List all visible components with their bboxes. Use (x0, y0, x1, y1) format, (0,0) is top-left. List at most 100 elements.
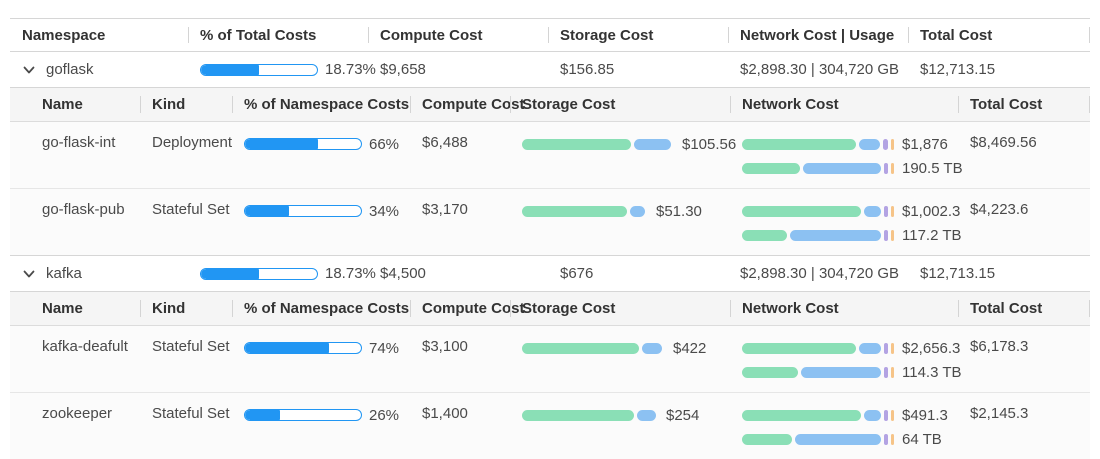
workload-row-go-flask-pub: go-flask-pub Stateful Set 34% $3,170 $51… (10, 189, 1090, 256)
bar-segment-orange (891, 342, 894, 354)
pct-bar-fill (245, 206, 290, 216)
bar-segment-purple (884, 229, 889, 241)
chevron-down-icon[interactable] (22, 63, 36, 77)
bar-segment-green (742, 138, 857, 150)
pct-namespace-costs-value: 26% (369, 406, 400, 424)
col-header-pct-total-costs: % of Total Costs (188, 19, 368, 51)
storage-cost-value: $105.56 (682, 135, 737, 153)
bar-segment-orange (891, 162, 894, 174)
network-usage-bar (742, 366, 894, 378)
col-header-compute-cost: Compute Cost (368, 19, 548, 51)
pct-namespace-costs-value: 34% (369, 202, 400, 220)
bar-segment-purple (884, 366, 889, 378)
network-cost-value: $1,876 (902, 135, 948, 153)
cost-table: Namespace % of Total Costs Compute Cost … (10, 18, 1090, 459)
namespace-row-goflask[interactable]: goflask 18.73% $9,658 $156.85 $2,898.30 … (10, 52, 1090, 88)
workload-name: zookeeper (42, 405, 113, 422)
workload-name: go-flask-int (42, 134, 116, 151)
col-header-compute-cost: Compute Cost (410, 88, 525, 121)
workload-compute-cost: $3,100 (422, 338, 468, 355)
storage-cost-value: $422 (673, 339, 707, 357)
bar-segment-purple (882, 138, 889, 150)
pct-bar-fill (245, 139, 319, 149)
bar-segment-blue (794, 433, 882, 445)
network-usage-bar (742, 162, 894, 174)
workload-kind: Stateful Set (152, 405, 230, 422)
workload-kind: Stateful Set (152, 201, 230, 218)
workload-compute-cost: $1,400 (422, 405, 468, 422)
bar-segment-blue (629, 205, 645, 217)
network-cost-bar (742, 342, 894, 354)
namespace-toggle[interactable]: goflask (22, 61, 94, 78)
workload-table-header: Name Kind % of Namespace Costs Compute C… (10, 292, 1090, 326)
namespace-total-cost: $12,713.15 (920, 265, 996, 282)
bar-segment-orange (891, 138, 894, 150)
workload-name: go-flask-pub (42, 201, 125, 218)
namespace-compute-cost: $4,500 (380, 265, 426, 282)
network-usage-value: 190.5 TB (902, 159, 963, 177)
workload-table-header: Name Kind % of Namespace Costs Compute C… (10, 88, 1090, 122)
storage-cost-bar (522, 342, 665, 354)
col-header-storage-cost: Storage Cost (548, 19, 728, 51)
namespace-storage-cost: $676 (560, 265, 594, 282)
pct-bar-fill (245, 410, 280, 420)
pct-bar-fill (245, 343, 329, 353)
bar-segment-blue (864, 409, 881, 421)
workload-total-cost: $4,223.6 (970, 201, 1029, 218)
network-cost-value: $1,002.3 (902, 202, 961, 220)
network-usage-bar (742, 433, 895, 445)
workload-compute-cost: $6,488 (422, 134, 468, 151)
bar-segment-green (522, 138, 632, 150)
main-table-header: Namespace % of Total Costs Compute Cost … (10, 18, 1090, 52)
pct-total-costs-value: 18.73% (325, 265, 376, 282)
workload-row-go-flask-int: go-flask-int Deployment 66% $6,488 $105.… (10, 122, 1090, 189)
col-header-total-cost: Total Cost (958, 88, 1090, 121)
pct-namespace-costs-value: 66% (369, 135, 400, 153)
workload-kind: Deployment (152, 134, 233, 151)
namespace-row-kafka[interactable]: kafka 18.73% $4,500 $676 $2,898.30 | 304… (10, 256, 1090, 292)
col-header-total-cost: Total Cost (958, 292, 1090, 325)
namespace-toggle[interactable]: kafka (22, 265, 82, 282)
col-header-name: Name (42, 96, 83, 113)
workload-total-cost: $8,469.56 (970, 134, 1037, 151)
col-header-namespace: Namespace (22, 26, 106, 44)
bar-segment-green (742, 342, 856, 354)
storage-cost-value: $51.30 (656, 202, 702, 220)
bar-segment-blue (790, 229, 882, 241)
bar-segment-orange (891, 433, 895, 445)
workload-row-kafka-deafult: kafka-deafult Stateful Set 74% $3,100 $4… (10, 326, 1090, 393)
bar-segment-blue (634, 138, 671, 150)
col-header-kind: Kind (140, 88, 232, 121)
bar-segment-orange (891, 205, 894, 217)
bar-segment-blue (636, 409, 656, 421)
bar-segment-green (742, 229, 788, 241)
chevron-down-icon[interactable] (22, 267, 36, 281)
col-header-pct-namespace-costs: % of Namespace Costs (232, 88, 410, 121)
namespace-network-cost-usage: $2,898.30 | 304,720 GB (740, 265, 900, 282)
bar-segment-green (742, 433, 792, 445)
bar-segment-green (522, 409, 634, 421)
pct-bar-fill (201, 64, 259, 75)
bar-segment-purple (884, 433, 889, 445)
storage-cost-bar (522, 409, 658, 421)
bar-segment-green (742, 366, 798, 378)
col-header-network-cost: Network Cost (730, 292, 958, 325)
network-usage-value: 64 TB (902, 430, 942, 448)
bar-segment-green (522, 205, 627, 217)
workload-total-cost: $6,178.3 (970, 338, 1029, 355)
bar-segment-purple (883, 342, 889, 354)
bar-segment-orange (891, 409, 894, 421)
pct-namespace-costs-bar (244, 409, 362, 421)
bar-segment-purple (883, 205, 889, 217)
col-header-storage-cost: Storage Cost (510, 88, 730, 121)
workload-row-zookeeper: zookeeper Stateful Set 26% $1,400 $254 $… (10, 393, 1090, 459)
workload-total-cost: $2,145.3 (970, 405, 1029, 422)
col-header-network-cost: Network Cost (730, 88, 958, 121)
bar-segment-green (522, 342, 640, 354)
bar-segment-blue (858, 342, 881, 354)
workload-name: kafka-deafult (42, 338, 128, 355)
bar-segment-blue (802, 162, 881, 174)
col-header-compute-cost: Compute Cost (410, 292, 525, 325)
pct-namespace-costs-value: 74% (369, 339, 400, 357)
bar-segment-blue (800, 366, 882, 378)
